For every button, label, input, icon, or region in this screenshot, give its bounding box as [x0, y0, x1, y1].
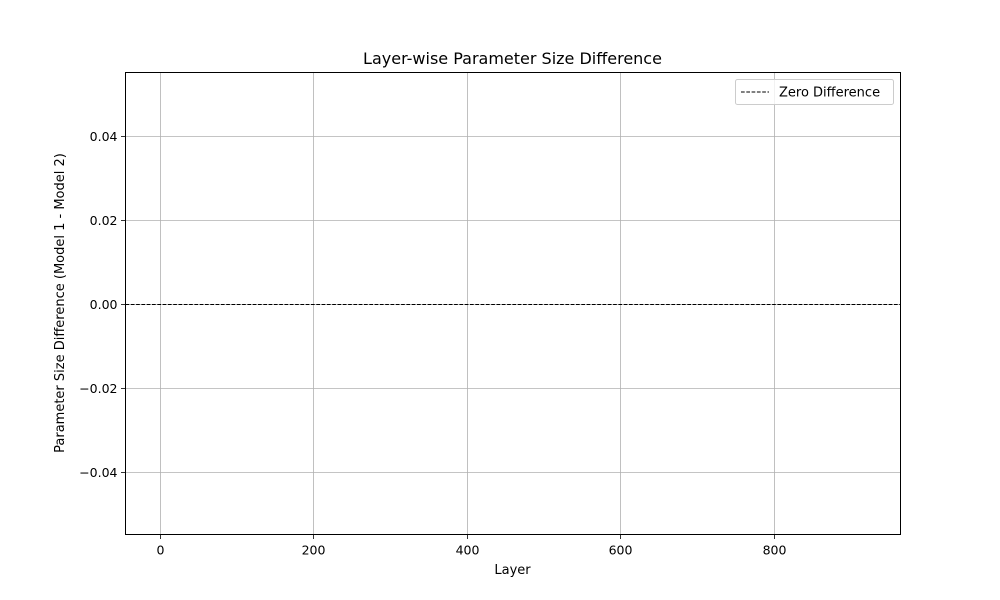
x-tick-label-200: 200 — [302, 543, 326, 558]
y-tick-label-0-04: −0.04 — [79, 465, 117, 480]
plot-frame — [125, 72, 901, 535]
y-tick-label-0-02: −0.02 — [79, 381, 117, 396]
y-axis-label: Parameter Size Difference (Model 1 - Mod… — [53, 153, 68, 453]
x-tick-label-600: 600 — [609, 543, 633, 558]
x-tick-label-800: 800 — [763, 543, 787, 558]
x-tick-label-0: 0 — [157, 543, 165, 558]
y-tick-label-0-02: 0.02 — [90, 213, 118, 228]
chart-title: Layer-wise Parameter Size Difference — [363, 49, 662, 68]
x-tick-label-400: 400 — [456, 543, 480, 558]
legend: Zero Difference — [735, 79, 894, 105]
y-tick-label-0-04: 0.04 — [90, 129, 118, 144]
legend-box — [735, 79, 894, 105]
y-axis-ticks: 0.04 0.02 0.00 −0.02 −0.04 — [79, 129, 126, 480]
x-axis-label: Layer — [494, 563, 531, 578]
legend-label-zero-difference: Zero Difference — [779, 86, 880, 101]
x-axis-ticks: 0 200 400 600 800 — [157, 534, 787, 558]
y-tick-label-0-00: 0.00 — [90, 297, 118, 312]
